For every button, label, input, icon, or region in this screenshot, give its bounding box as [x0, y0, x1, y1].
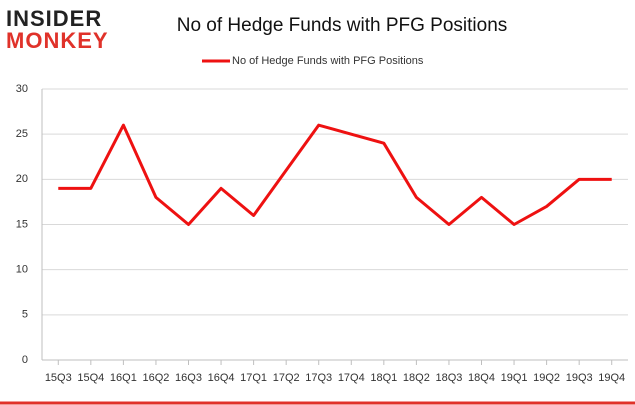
x-tick-label: 16Q1 [110, 372, 137, 384]
logo-top: INSIDER [6, 6, 102, 31]
chart-title: No of Hedge Funds with PFG Positions [177, 15, 508, 36]
x-tick-label: 17Q1 [240, 372, 267, 384]
x-tick-label: 16Q4 [208, 372, 235, 384]
y-tick-label: 5 [22, 309, 28, 321]
legend-label: No of Hedge Funds with PFG Positions [232, 55, 424, 67]
y-tick-label: 0 [22, 354, 28, 366]
x-tick-label: 18Q2 [403, 372, 430, 384]
logo-bottom: MONKEY [6, 28, 109, 53]
series-line [58, 123, 612, 226]
y-tick-label: 30 [16, 83, 28, 95]
x-tick-label: 18Q4 [468, 372, 495, 384]
y-tick-label: 15 [16, 218, 28, 230]
x-tick-label: 19Q1 [501, 372, 528, 384]
x-tick-label: 19Q3 [566, 372, 593, 384]
x-tick-label: 15Q3 [45, 372, 72, 384]
x-tick-label: 17Q4 [338, 372, 365, 384]
y-tick-label: 10 [16, 264, 28, 276]
y-tick-label: 25 [16, 128, 28, 140]
x-tick-label: 19Q2 [533, 372, 560, 384]
x-tick-label: 15Q4 [77, 372, 104, 384]
x-tick-label: 17Q3 [305, 372, 332, 384]
x-tick-label: 17Q2 [273, 372, 300, 384]
x-tick-label: 19Q4 [598, 372, 625, 384]
x-tick-label: 18Q3 [435, 372, 462, 384]
x-tick-label: 18Q1 [370, 372, 397, 384]
x-tick-label: 16Q2 [142, 372, 169, 384]
y-tick-label: 20 [16, 173, 28, 185]
x-tick-label: 16Q3 [175, 372, 202, 384]
